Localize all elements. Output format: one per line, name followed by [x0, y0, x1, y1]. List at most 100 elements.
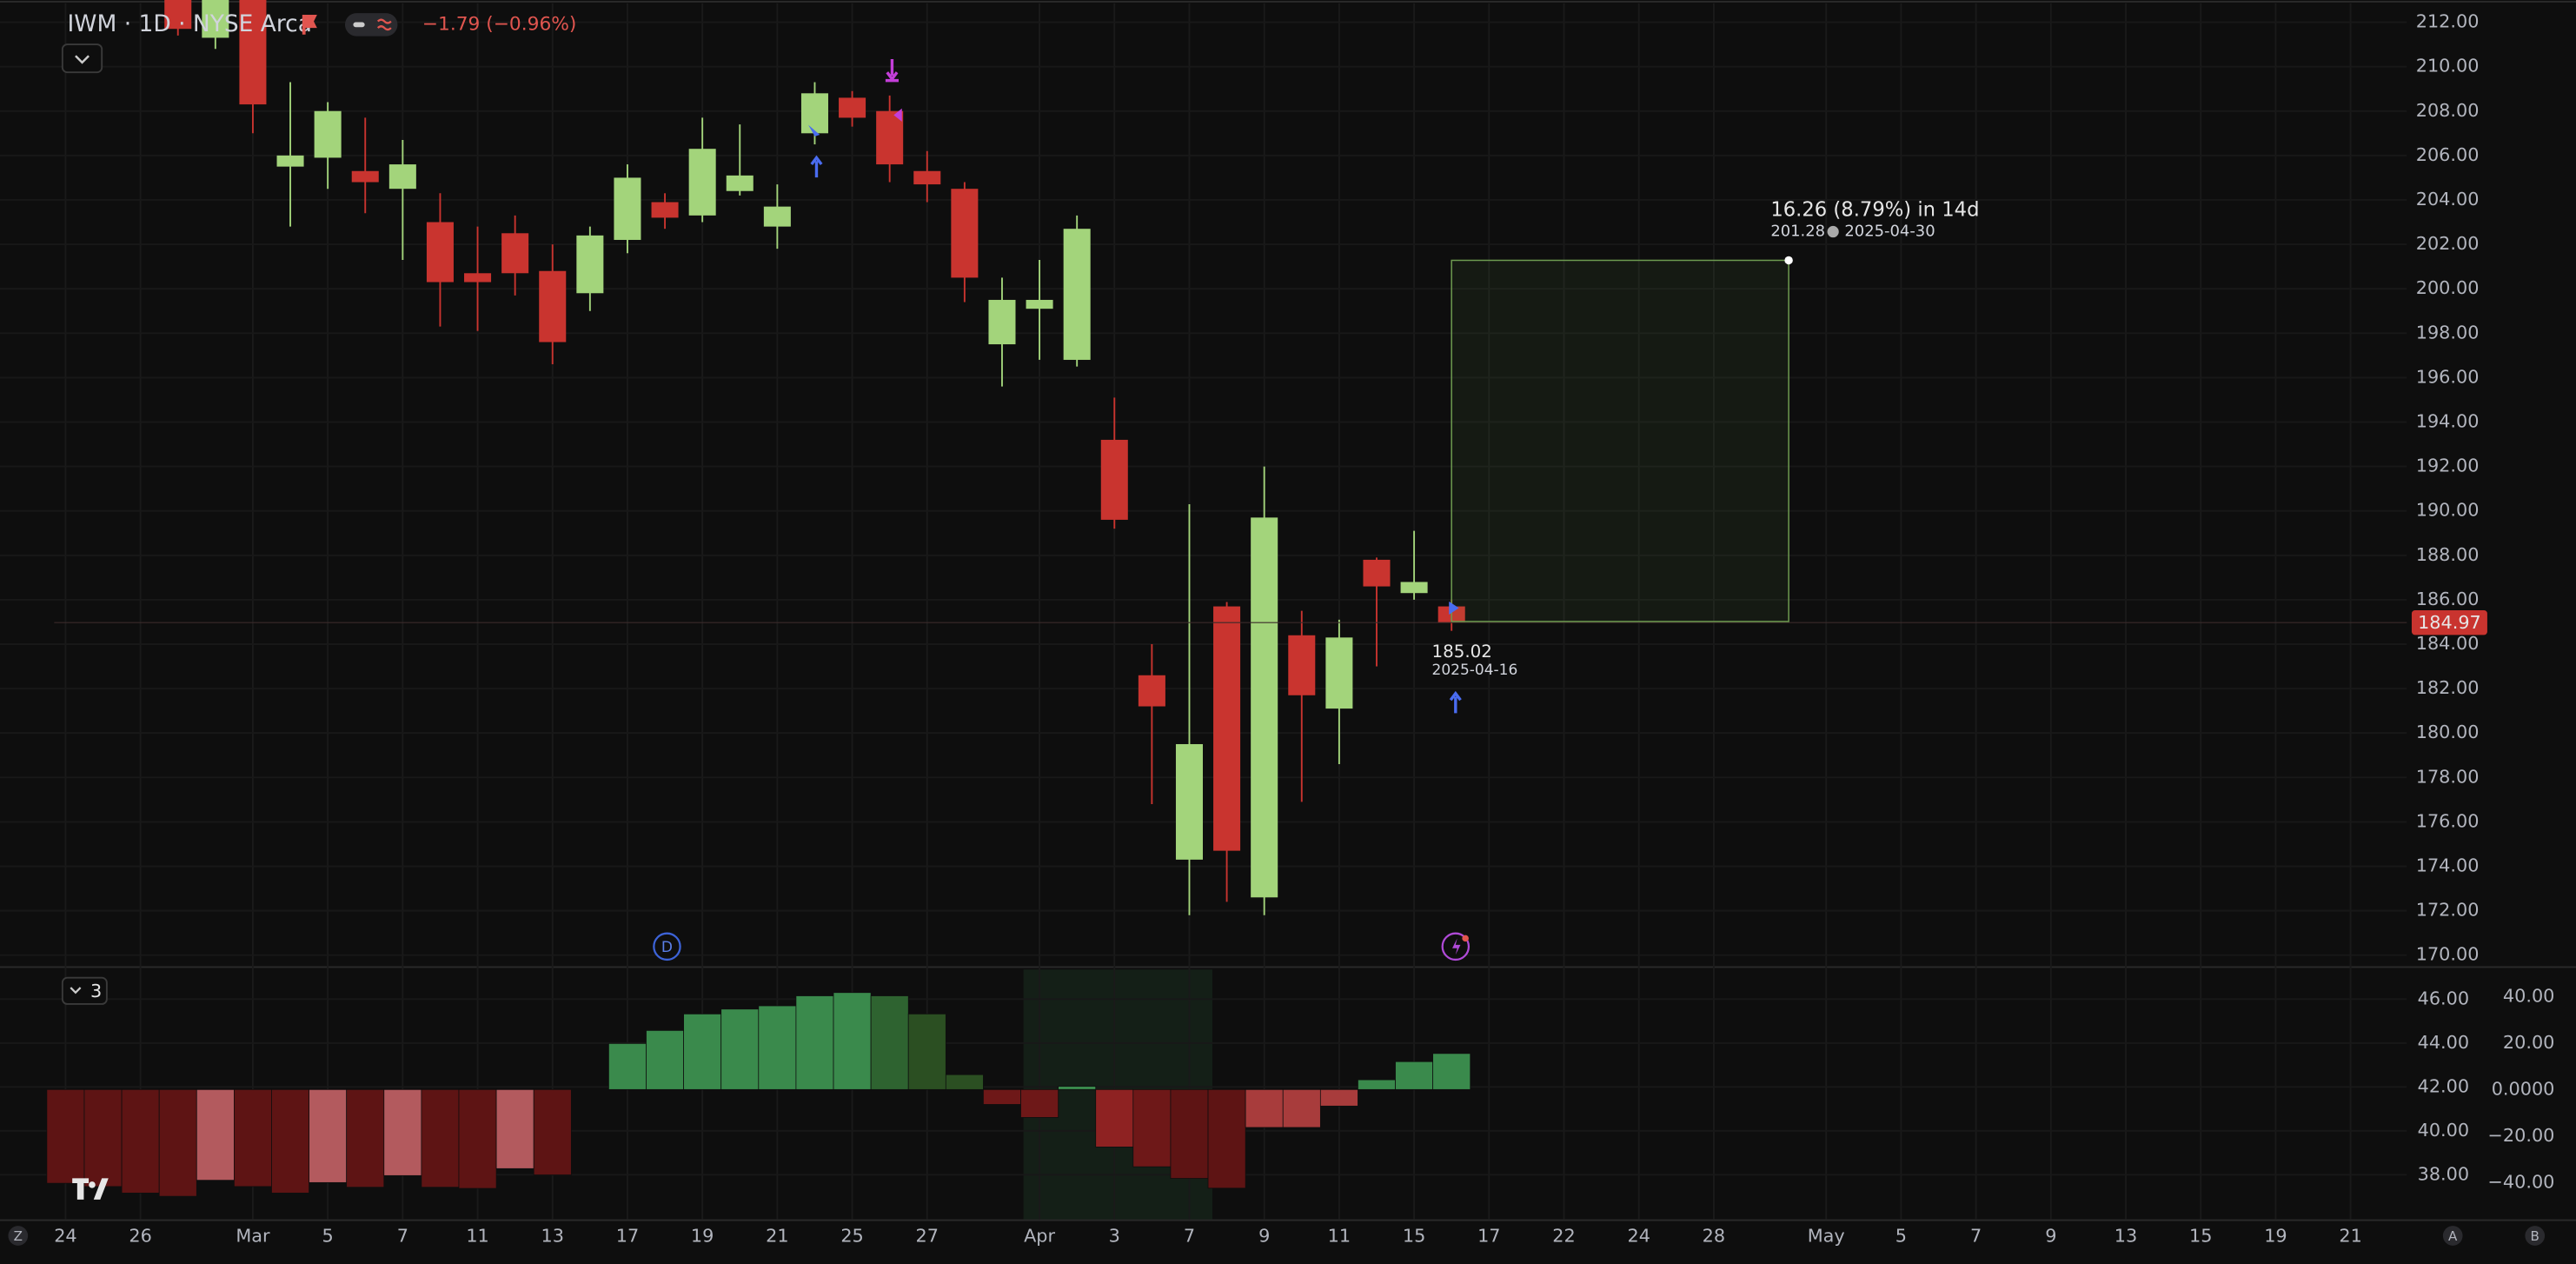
y-tick-label: 170.00 [2416, 944, 2480, 965]
candle-body [1063, 229, 1091, 360]
histogram-bar [1282, 1088, 1321, 1128]
candle-body [1138, 675, 1165, 707]
histogram-bar [1395, 1061, 1434, 1090]
histogram-bar [495, 1088, 534, 1169]
candle-body [501, 233, 529, 274]
dividend-label: D [661, 939, 673, 956]
start-price: 185.02 [1432, 642, 1492, 662]
y3-tick-label: 42.00 [2418, 1075, 2469, 1096]
x-tick-label: Mar [236, 1225, 270, 1246]
candle-body [913, 170, 941, 185]
cursor-mark [1449, 601, 1459, 615]
logo[interactable] [72, 1178, 109, 1200]
lightning [1452, 938, 1461, 955]
candle-body [876, 110, 904, 165]
x-tick-label: 11 [1328, 1225, 1351, 1246]
histogram-bar [1095, 1088, 1134, 1148]
candle-body [351, 170, 379, 183]
corner-button[interactable] [2525, 1226, 2546, 1246]
y-tick-label: 208.00 [2416, 100, 2480, 121]
candle-body [651, 202, 679, 218]
x-tick-label: Apr [1024, 1225, 1055, 1246]
histogram-bar [1245, 1088, 1284, 1128]
buy-arrow [810, 155, 823, 178]
last-price-tag [2411, 610, 2487, 635]
candle-body [988, 299, 1016, 345]
histogram-bar [196, 1088, 235, 1181]
dividend-marker[interactable] [653, 932, 681, 961]
toggle-dash [353, 22, 365, 28]
x-tick-label: 5 [1895, 1225, 1907, 1246]
chevron [70, 987, 82, 995]
histogram-bar [1319, 1088, 1358, 1107]
x-tick-label: 7 [397, 1225, 408, 1246]
y2-tick-label: 0.0000 [2492, 1078, 2555, 1099]
y-tick-label: 182.00 [2416, 677, 2480, 698]
y2-tick-label: −20.00 [2488, 1125, 2555, 1146]
y-tick-label: 200.00 [2416, 277, 2480, 298]
x-tick-label: 19 [691, 1225, 714, 1246]
x-tick-label: 3 [1109, 1225, 1120, 1246]
buy-arrow [1449, 690, 1462, 714]
x-tick-label: 9 [2045, 1225, 2056, 1246]
y-tick-label: 174.00 [2416, 855, 2480, 876]
histogram-bar [83, 1088, 123, 1187]
histogram-bar [945, 1074, 984, 1090]
corner-button[interactable] [8, 1226, 29, 1246]
y-tick-label: 204.00 [2416, 189, 2480, 210]
pane-button[interactable] [61, 976, 108, 1005]
histogram-bar [683, 1013, 722, 1090]
histogram-bar [46, 1088, 85, 1184]
candle-body [688, 149, 716, 216]
collapse-button[interactable] [61, 43, 103, 74]
pane-count: 3 [90, 981, 102, 1001]
candle-body [614, 177, 641, 240]
x-tick-label: 15 [1403, 1225, 1425, 1246]
candle-body [1251, 517, 1278, 898]
candle-body [576, 235, 604, 294]
y-tick-label: 172.00 [2416, 900, 2480, 921]
histogram-bar [1020, 1088, 1059, 1118]
y2-tick-label: 40.00 [2503, 985, 2554, 1006]
x-tick-label: 7 [1970, 1225, 1982, 1246]
corner-label: B [2531, 1228, 2539, 1244]
candle-body [763, 206, 791, 227]
histogram-bar [758, 1005, 797, 1090]
y-tick-label: 192.00 [2416, 456, 2480, 476]
y-tick-label: 188.00 [2416, 544, 2480, 565]
histogram-bar [720, 1008, 760, 1090]
projection-label: 16.26 (8.79%) in 14d [1770, 198, 1979, 221]
y-tick-label: 210.00 [2416, 56, 2480, 77]
flag-icon[interactable] [302, 15, 317, 35]
x-tick-label: 24 [54, 1225, 76, 1246]
histogram [46, 992, 1471, 1197]
corner-button[interactable] [2442, 1226, 2463, 1246]
candle-body [726, 175, 754, 191]
x-tick-label: 28 [1703, 1225, 1725, 1246]
histogram-bar [234, 1088, 272, 1187]
y2-tick-label: 20.00 [2503, 1032, 2554, 1053]
x-tick-label: 5 [322, 1225, 334, 1246]
sell-arrow [885, 59, 899, 83]
histogram-bar [608, 1042, 647, 1090]
y-tick-label: 194.00 [2416, 410, 2480, 431]
y-tick-label: 212.00 [2416, 11, 2480, 32]
symbol-title: IWM · 1D · NYSE Arca [68, 10, 312, 37]
x-tick-label: 13 [541, 1225, 564, 1246]
candle-body [539, 270, 567, 343]
candle-body [464, 273, 492, 283]
toggle-wave [376, 18, 392, 31]
clock-icon [1827, 225, 1839, 238]
y3-tick-label: 44.00 [2418, 1032, 2469, 1053]
candle-body [164, 0, 192, 30]
chevron [75, 55, 90, 64]
histogram-bar [1432, 1053, 1471, 1090]
x-tick-label: 26 [129, 1225, 151, 1246]
histogram-bar [1058, 1086, 1097, 1090]
corner-label: Z [14, 1228, 23, 1244]
cursor-mark [808, 124, 820, 136]
toggle-pill[interactable] [344, 13, 398, 37]
y2-tick-label: −40.00 [2488, 1171, 2555, 1192]
x-tick-label: 21 [766, 1225, 788, 1246]
